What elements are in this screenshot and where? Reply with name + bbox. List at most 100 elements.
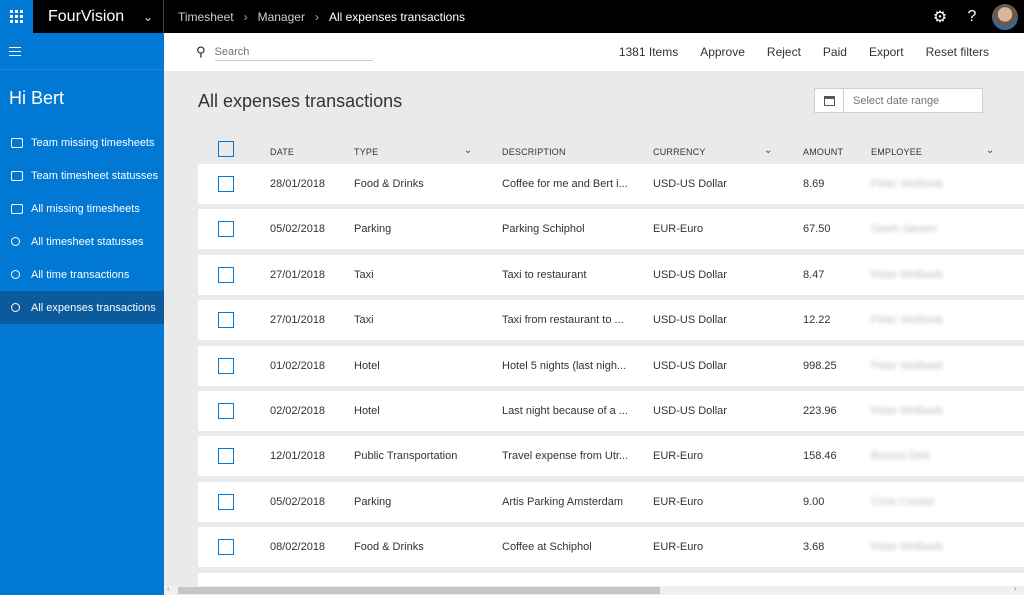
cell-type: Taxi	[354, 314, 374, 327]
row-checkbox[interactable]	[218, 266, 234, 283]
reject-button[interactable]: Reject	[766, 45, 801, 59]
horizontal-scrollbar[interactable]: ‹ ›	[164, 584, 1024, 595]
reset-filters-button[interactable]: Reset filters	[925, 45, 989, 59]
greeting: Hi Bert	[9, 88, 65, 108]
calendar-button[interactable]	[815, 89, 844, 112]
column-header-amount[interactable]: AMOUNT	[803, 147, 844, 157]
table-row[interactable]: 27/01/2018 Taxi Taxi from restaurant to …	[198, 300, 1024, 341]
breadcrumb-current: All expenses transactions	[328, 9, 466, 24]
cell-description: Coffee at Schiphol	[502, 541, 592, 554]
cell-currency: EUR-Euro	[653, 450, 704, 463]
table-row-partial[interactable]	[198, 572, 1024, 586]
scroll-left-icon[interactable]: ‹	[167, 584, 170, 593]
search-input[interactable]	[214, 43, 373, 61]
cell-amount: 9.00	[803, 495, 825, 508]
chevron-down-icon[interactable]: ⌄	[764, 145, 773, 156]
table-row[interactable]: 05/02/2018 Parking Artis Parking Amsterd…	[198, 481, 1024, 522]
sidebar-item-all-expenses-transactions[interactable]: All expenses transactions	[0, 291, 164, 324]
sidebar-item-all-timesheet-statusses[interactable]: All timesheet statusses	[0, 225, 164, 258]
cell-type: Parking	[354, 495, 392, 508]
cell-amount: 3.68	[803, 541, 825, 554]
cell-employee: Peter Wolbeek	[871, 359, 943, 372]
cell-amount: 158.46	[803, 450, 837, 463]
row-checkbox[interactable]	[218, 221, 234, 238]
row-checkbox[interactable]	[218, 176, 234, 192]
hamburger-button[interactable]	[0, 33, 164, 70]
row-checkbox[interactable]	[218, 312, 234, 329]
column-header-employee[interactable]: EMPLOYEE	[871, 147, 923, 157]
date-range-input[interactable]	[844, 94, 974, 107]
approve-button[interactable]: Approve	[700, 45, 745, 59]
cell-description: Taxi from restaurant to ...	[502, 314, 624, 327]
key-icon	[11, 270, 20, 279]
paid-button[interactable]: Paid	[822, 45, 847, 59]
toolbar-actions: 1381 Items Approve Reject Paid Export Re…	[619, 45, 989, 59]
row-checkbox[interactable]	[218, 539, 234, 556]
table-row[interactable]: 08/02/2018 Food & Drinks Coffee at Schip…	[198, 527, 1024, 568]
team-icon	[11, 170, 23, 181]
cell-type: Hotel	[354, 404, 380, 417]
row-checkbox[interactable]	[218, 402, 234, 419]
help-icon[interactable]: ?	[967, 7, 977, 25]
sidebar: Hi Bert Team missing timesheets Team tim…	[0, 33, 164, 595]
cell-date: 27/01/2018	[270, 268, 326, 281]
cell-employee: Peter Wolbeek	[871, 404, 943, 417]
cell-description: Parking Schiphol	[502, 223, 585, 236]
cell-employee: Peter Wolbeek	[871, 314, 943, 327]
table-row[interactable]: 27/01/2018 Taxi Taxi to restaurant USD-U…	[198, 254, 1024, 295]
column-header-date[interactable]: DATE	[270, 147, 295, 157]
column-header-description[interactable]: DESCRIPTION	[502, 147, 566, 157]
row-checkbox[interactable]	[218, 357, 234, 374]
chevron-down-icon[interactable]: ⌄	[464, 145, 473, 156]
search-icon[interactable]: ⚲	[196, 44, 206, 59]
table-row[interactable]: 28/01/2018 Food & Drinks Coffee for me a…	[198, 164, 1024, 204]
export-button[interactable]: Export	[868, 45, 904, 59]
gear-icon[interactable]: ⚙	[932, 8, 948, 26]
sidebar-nav: Team missing timesheets Team timesheet s…	[0, 126, 164, 324]
chevron-down-icon[interactable]: ⌄	[986, 145, 995, 156]
cell-description: Coffee for me and Bert i...	[502, 178, 628, 190]
cell-amount: 12.22	[803, 314, 831, 327]
sidebar-item-team-missing-timesheets[interactable]: Team missing timesheets	[0, 126, 164, 159]
cell-currency: EUR-Euro	[653, 495, 704, 508]
table-row[interactable]: 05/02/2018 Parking Parking Schiphol EUR-…	[198, 209, 1024, 250]
table-row[interactable]: 01/02/2018 Hotel Hotel 5 nights (last ni…	[198, 345, 1024, 386]
cell-currency: EUR-Euro	[653, 541, 704, 554]
scroll-right-icon[interactable]: ›	[1014, 584, 1017, 593]
cell-amount: 8.69	[803, 178, 825, 190]
cell-amount: 67.50	[803, 223, 831, 236]
table-row[interactable]: 02/02/2018 Hotel Last night because of a…	[198, 390, 1024, 431]
timesheet-icon	[11, 137, 23, 148]
breadcrumb-manager[interactable]: Manager	[257, 9, 305, 24]
row-checkbox[interactable]	[218, 448, 234, 465]
sidebar-item-all-missing-timesheets[interactable]: All missing timesheets	[0, 192, 164, 225]
row-checkbox[interactable]	[218, 493, 234, 510]
cell-date: 27/01/2018	[270, 314, 326, 327]
timesheet-icon	[11, 203, 23, 214]
cell-date: 01/02/2018	[270, 359, 326, 372]
cell-currency: USD-US Dollar	[653, 268, 727, 281]
avatar[interactable]	[992, 3, 1018, 30]
cell-description: Travel expense from Utr...	[502, 450, 629, 463]
sidebar-item-all-time-transactions[interactable]: All time transactions	[0, 258, 164, 291]
column-header-currency[interactable]: CURRENCY	[653, 147, 706, 157]
table-row[interactable]: 12/01/2018 Public Transportation Travel …	[198, 436, 1024, 477]
page-title: All expenses transactions	[198, 91, 403, 111]
app-switcher[interactable]: FourVision ⌄	[33, 0, 164, 33]
cell-description: Hotel 5 nights (last nigh...	[502, 359, 627, 372]
breadcrumb-timesheet[interactable]: Timesheet	[178, 9, 234, 24]
select-all-checkbox[interactable]	[218, 141, 234, 157]
cell-employee: Chris Cosder	[871, 495, 936, 508]
sidebar-item-label: Team missing timesheets	[31, 136, 155, 149]
sidebar-item-team-timesheet-statusses[interactable]: Team timesheet statusses	[0, 159, 164, 192]
cell-amount: 223.96	[803, 404, 837, 417]
cell-employee: Peter Wolbeek	[871, 178, 943, 190]
table-body: 28/01/2018 Food & Drinks Coffee for me a…	[198, 164, 1024, 586]
cell-amount: 8.47	[803, 268, 825, 281]
scrollbar-thumb[interactable]	[178, 587, 660, 594]
app-launcher-button[interactable]	[0, 0, 33, 33]
cell-date: 12/01/2018	[270, 450, 326, 463]
column-header-type[interactable]: TYPE	[354, 147, 379, 157]
key-icon	[11, 303, 20, 312]
cell-amount: 998.25	[803, 359, 837, 372]
